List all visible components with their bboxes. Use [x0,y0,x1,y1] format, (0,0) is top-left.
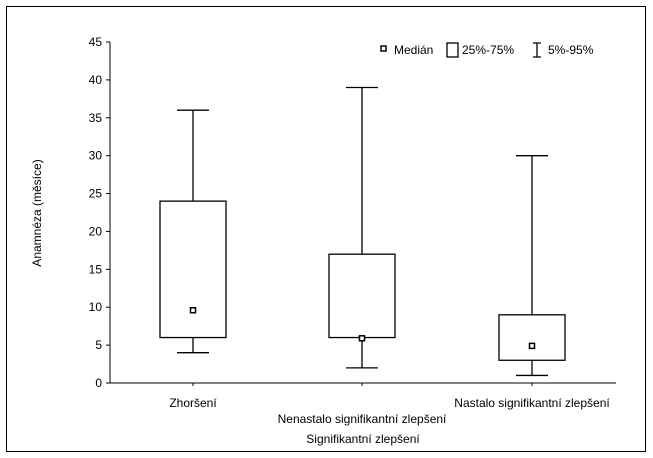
y-tick-label: 25 [89,187,103,201]
y-tick-label: 30 [89,149,103,163]
y-axis: 0 5 10 15 20 25 30 35 40 45 [89,35,111,390]
y-tick-label: 35 [89,111,103,125]
y-tick-label: 0 [95,376,102,390]
legend-median-marker [380,45,387,52]
x-tick-label: Nenastalo signifikantní zlepšení [278,412,447,426]
chart-frame [6,6,646,452]
legend: Medián 25%-75% 5%-95% [380,42,594,58]
x-axis: Zhoršení Nenastalo signifikantní zlepšení… [110,382,616,426]
y-tick-label: 5 [95,338,102,352]
x-tick-label: Zhoršení [169,396,217,410]
box-series [159,86,566,377]
legend-box-marker [446,42,459,58]
median-marker [358,335,366,342]
legend-whisker-marker [533,42,541,58]
y-tick-label: 45 [89,35,103,49]
median-marker [189,307,197,314]
x-axis-title: Signifikantní zlepšení [306,432,420,446]
y-tick-label: 10 [89,300,103,314]
iqr-box [328,253,396,339]
box-group [328,86,396,369]
median-marker [528,342,536,350]
iqr-box [498,314,566,361]
y-axis-title: Anamnéza (měsíce) [30,159,44,266]
x-tick-label: Nastalo signifikantní zlepšení [454,396,610,410]
iqr-box [159,200,227,339]
y-tick-label: 15 [89,262,103,276]
y-tick-label: 20 [89,224,103,238]
legend-whisker-label: 5%-95% [548,43,594,57]
box-group [498,155,566,377]
legend-median-label: Medián [394,43,433,57]
legend-box-label: 25%-75% [462,43,514,57]
y-tick-label: 40 [89,73,103,87]
box-group [159,109,227,354]
